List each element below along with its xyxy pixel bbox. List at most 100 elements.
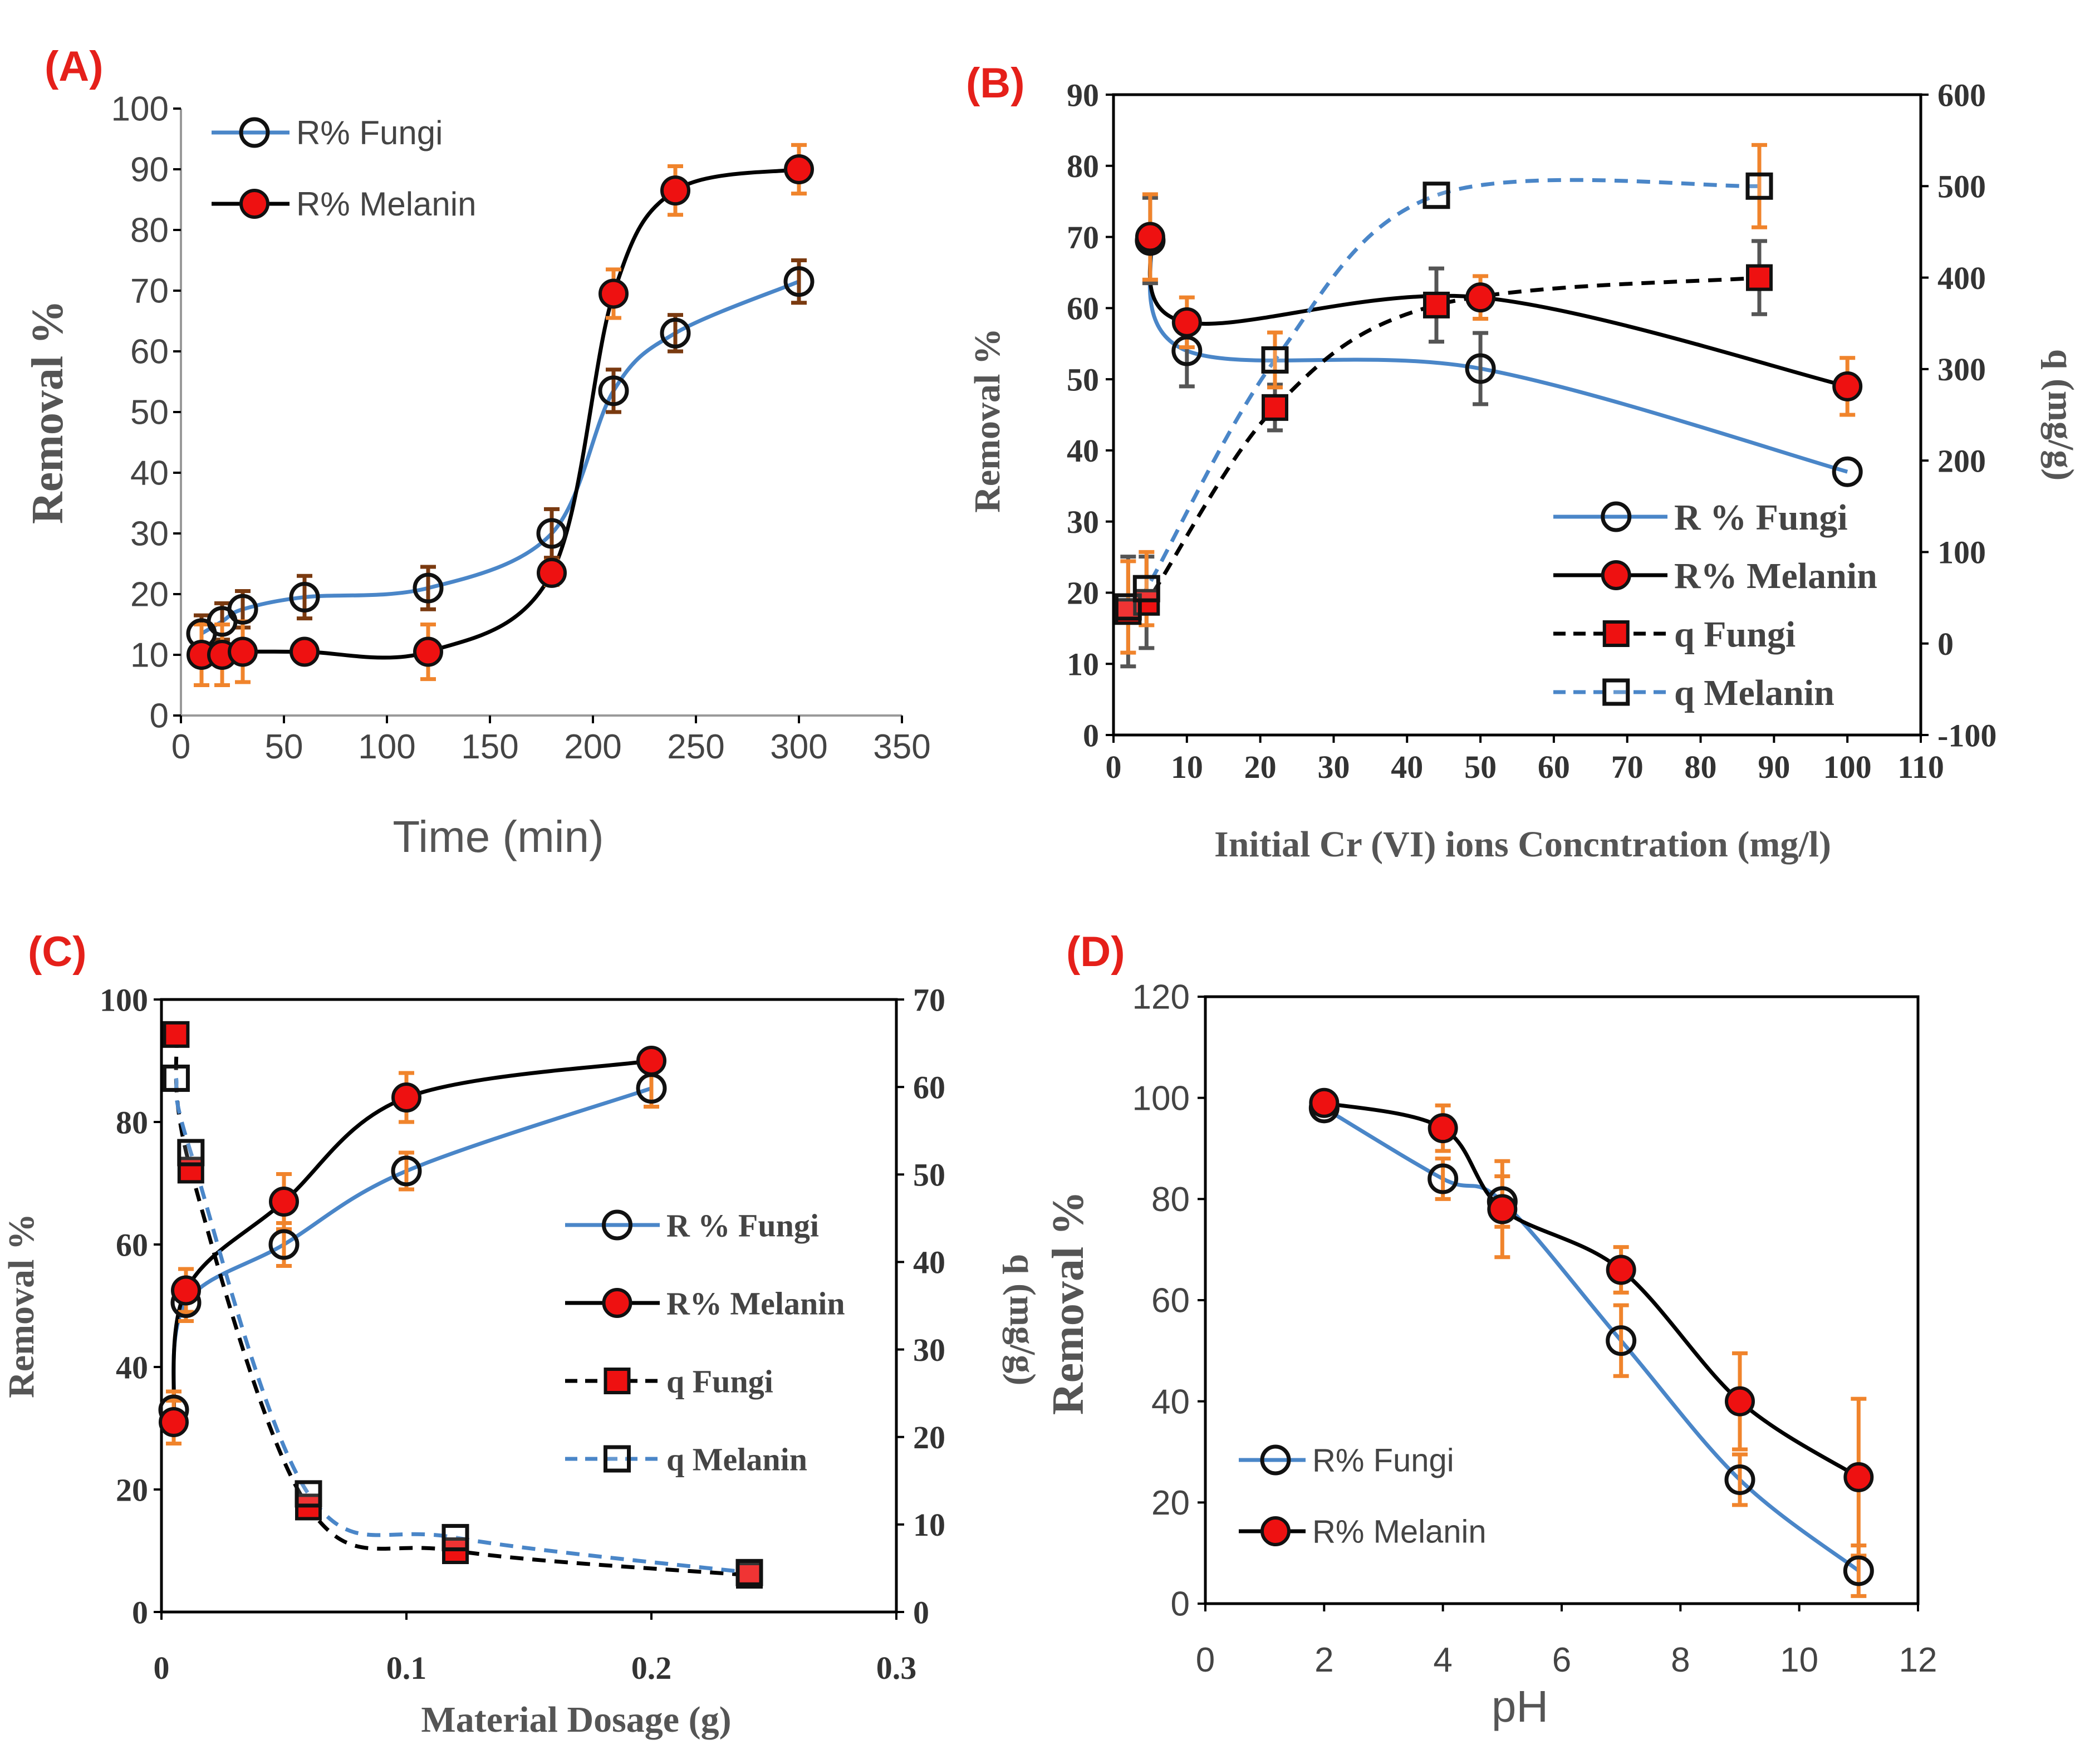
y-tick-label: 80 [1067, 148, 1099, 184]
legend-marker [602, 1288, 632, 1318]
legend-marker [239, 117, 270, 148]
legend-label: R% Fungi [296, 114, 443, 151]
x-tick-label: 8 [1671, 1641, 1690, 1679]
y-tick-label: 0 [150, 697, 169, 736]
x-axis-title: Initial Cr (VI) ions Concntration (mg/l) [1214, 824, 1831, 865]
y-tick-label: 20 [116, 1472, 148, 1508]
data-point [177, 1157, 204, 1184]
legend-label: q Fungi [666, 1363, 773, 1399]
data-point [1746, 264, 1773, 291]
data-point [660, 317, 691, 349]
x-tick-label: 100 [358, 728, 415, 766]
data-point [1428, 1113, 1458, 1144]
y-tick-label: 10 [1067, 646, 1099, 683]
series-line-r-fungi [1323, 1106, 1860, 1572]
y-tick-label: 20 [1151, 1484, 1190, 1522]
legend: R% Fungi R% Melanin [1239, 1442, 1487, 1550]
y2-tick-label: 20 [913, 1419, 945, 1456]
legend-marker [1602, 620, 1630, 647]
panel-b: 0 10 20 30 40 50 60 70 80 90 0 10 20 30 40 50 60 70 80 90 10… [966, 60, 2075, 865]
legend-marker [1260, 1516, 1291, 1546]
x-tick-label: 110 [1897, 749, 1944, 785]
legend-label: R % Fungi [666, 1207, 819, 1243]
x-tick-label: 300 [770, 728, 827, 766]
panel-label: (B) [966, 60, 1025, 107]
series-line-q-fungi [174, 1034, 750, 1577]
data-point [1261, 346, 1289, 374]
data-point [1171, 307, 1202, 337]
legend: R % Fungi R% Melanin q Fungi q Melanin [565, 1207, 845, 1477]
y-tick-label: 70 [130, 272, 169, 311]
data-point [177, 1139, 205, 1167]
data-point [1487, 1194, 1518, 1224]
legend-label: R% Melanin [666, 1285, 845, 1321]
legend-label: R% Melanin [296, 185, 476, 223]
legend-label: R% Melanin [1312, 1513, 1487, 1550]
y-tick-label: 100 [111, 90, 169, 129]
y2-tick-label: -100 [1937, 717, 1996, 753]
legend-marker [1602, 678, 1630, 706]
data-point [1171, 335, 1203, 366]
legend-marker [1260, 1444, 1291, 1476]
plot-frame [160, 998, 898, 1614]
data-point [1132, 575, 1160, 602]
y2-tick-label: 70 [913, 982, 945, 1018]
y2-tick-label: 500 [1937, 169, 1986, 205]
x-tick-label: 6 [1552, 1641, 1571, 1679]
x-tick-label: 40 [1391, 749, 1423, 785]
x-tick-label: 70 [1611, 749, 1644, 785]
y-tick-label: 80 [116, 1104, 148, 1140]
legend-marker [239, 189, 269, 219]
y-axis-title: Removal % [23, 300, 72, 524]
x-axis-title: Material Dosage (g) [421, 1699, 731, 1740]
legend-label: R% Melanin [1674, 556, 1877, 596]
y-tick-label: 0 [1083, 717, 1099, 753]
data-point [1465, 353, 1496, 384]
plot-frame [1112, 93, 1922, 737]
data-point [162, 1064, 190, 1092]
data-point [1606, 1255, 1636, 1285]
data-point [227, 594, 258, 625]
data-point [1309, 1087, 1340, 1118]
data-point [159, 1407, 189, 1437]
panel-d: 0 20 40 60 80 100 120 0 2 4 6 8 10 12 pH Removal % (D) R%… [1044, 928, 1937, 1731]
data-point [289, 581, 320, 612]
series-line-q-fungi [1126, 276, 1760, 622]
y-tick-label: 0 [1171, 1585, 1190, 1624]
data-point [1606, 1325, 1637, 1356]
legend-label: q Melanin [1674, 673, 1834, 713]
y-tick-label: 120 [1132, 978, 1190, 1017]
x-tick-label: 350 [873, 728, 930, 766]
y2-tick-label: 30 [913, 1332, 945, 1368]
data-point [1262, 394, 1288, 421]
data-point [660, 175, 690, 206]
plot-frame [1204, 995, 1920, 1605]
series-line-r-fungi [200, 280, 800, 635]
y-tick-label: 40 [130, 454, 169, 493]
x-tick-label: 0 [171, 728, 190, 766]
data-point [1423, 291, 1450, 318]
panel-label: (A) [45, 43, 104, 90]
data-point [163, 1021, 190, 1048]
error-bars [194, 258, 807, 654]
series-line-r-melanin [1147, 236, 1848, 389]
x-tick-label: 50 [1464, 749, 1497, 785]
y-tick-label: 50 [1067, 361, 1099, 398]
y-tick-label: 60 [130, 333, 169, 371]
y2-tick-label: 10 [913, 1507, 945, 1543]
data-point [536, 518, 567, 549]
data-point [636, 1046, 666, 1076]
panel-label: (D) [1066, 928, 1125, 976]
data-point [1422, 182, 1450, 209]
y2-tick-label: 300 [1937, 351, 1986, 388]
y-tick-label: 10 [130, 636, 169, 675]
x-tick-label: 10 [1780, 1641, 1818, 1679]
data-point [1843, 1462, 1874, 1492]
y2-tick-label: 50 [913, 1157, 945, 1193]
x-tick-label: 100 [1823, 749, 1872, 785]
y2-tick-label: 40 [913, 1244, 945, 1281]
x-tick-label: 0 [1106, 749, 1122, 785]
data-point [1465, 282, 1496, 313]
y2-tick-label: 60 [913, 1069, 945, 1105]
